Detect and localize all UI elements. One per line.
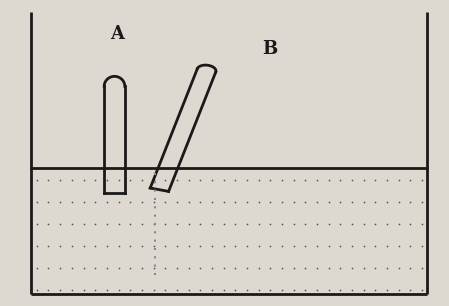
Text: A: A xyxy=(110,25,124,43)
Text: B: B xyxy=(262,40,277,58)
